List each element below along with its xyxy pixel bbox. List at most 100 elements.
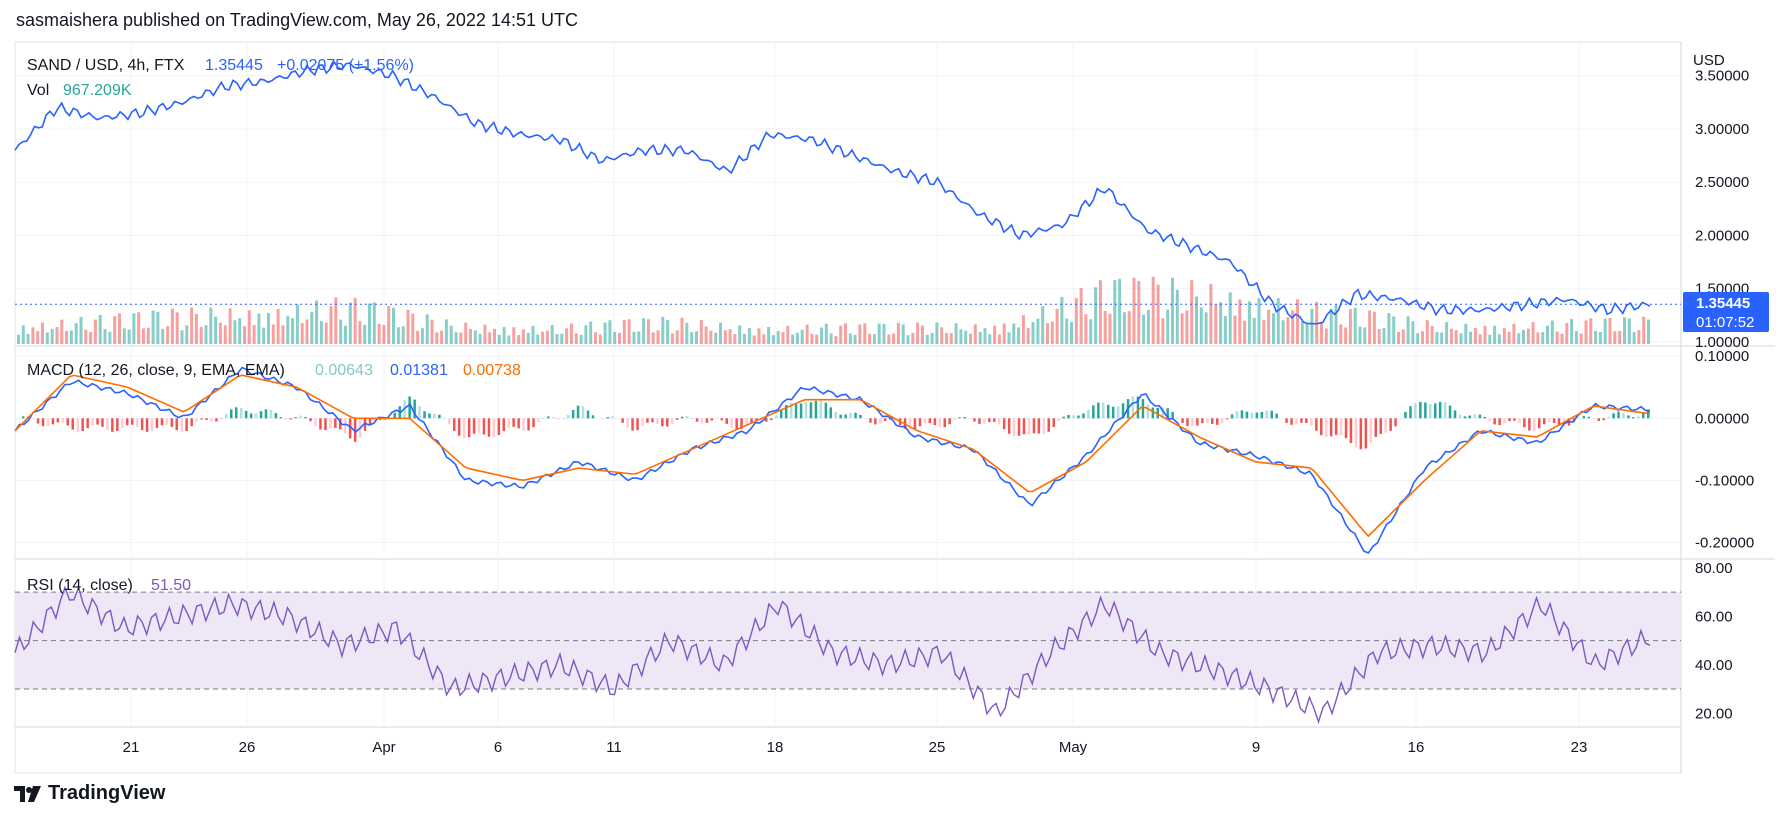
macd-hist-bar bbox=[1503, 418, 1506, 424]
macd-hist-bar bbox=[239, 407, 243, 419]
volume-bar bbox=[1469, 331, 1473, 344]
volume-bar bbox=[1161, 318, 1165, 344]
macd-hist-bar bbox=[1632, 417, 1635, 419]
volume-bar bbox=[1594, 330, 1598, 344]
macd-hist-bar bbox=[1612, 413, 1615, 419]
macd-hist-bar bbox=[1320, 418, 1323, 436]
volume-bar bbox=[969, 333, 972, 344]
volume-bar bbox=[363, 324, 367, 344]
macd-label: MACD (12, 26, close, 9, EMA, EMA) bbox=[27, 362, 285, 379]
macd-hist-bar bbox=[393, 412, 396, 419]
volume-bar bbox=[723, 330, 727, 344]
volume-bar bbox=[1310, 308, 1314, 344]
macd-hist-bar bbox=[1607, 416, 1610, 419]
tradingview-logo[interactable]: TradingView bbox=[14, 782, 165, 805]
volume-bar bbox=[161, 328, 165, 344]
macd-hist-bar bbox=[621, 418, 624, 423]
volume-bar bbox=[1536, 332, 1540, 344]
volume-bar bbox=[175, 312, 179, 344]
volume-bar bbox=[1507, 331, 1511, 344]
volume-bar bbox=[651, 332, 655, 344]
macd-hist-bar bbox=[1275, 413, 1278, 419]
macd-hist-bar bbox=[1022, 418, 1026, 435]
macd-hist-bar bbox=[507, 418, 510, 428]
macd-hist-bar bbox=[522, 418, 525, 431]
volume-bar bbox=[997, 334, 1001, 344]
volume-bar bbox=[1377, 329, 1381, 344]
volume-bar bbox=[190, 307, 194, 344]
volume-bar bbox=[233, 320, 237, 344]
volume-bar bbox=[1368, 310, 1372, 344]
volume-bar bbox=[1488, 334, 1492, 344]
volume-bar bbox=[1416, 333, 1420, 344]
macd-hist-bar bbox=[547, 416, 550, 419]
volume-bar bbox=[493, 328, 496, 344]
volume-bar bbox=[1175, 289, 1179, 344]
symbol-label: SAND / USD, 4h, FTX bbox=[27, 57, 185, 74]
volume-bar bbox=[666, 319, 670, 344]
volume-bar bbox=[1324, 328, 1328, 344]
volume-bar bbox=[945, 332, 948, 344]
signal-line bbox=[14, 374, 1651, 538]
volume-bar bbox=[488, 332, 492, 344]
volume-bar bbox=[425, 314, 429, 344]
volume-bar bbox=[848, 333, 852, 344]
volume-bar bbox=[584, 325, 588, 344]
volume-bar bbox=[1137, 280, 1141, 344]
volume-bar bbox=[1459, 333, 1463, 344]
macd-hist-bar bbox=[626, 418, 629, 428]
volume-bar bbox=[271, 324, 275, 344]
macd-hist-bar bbox=[477, 418, 481, 433]
volume-bar bbox=[1526, 328, 1530, 344]
macd-hist-bar bbox=[86, 418, 89, 429]
volume-bar bbox=[1171, 277, 1174, 344]
macd-hist-bar bbox=[1543, 418, 1546, 425]
volume-bar bbox=[319, 321, 323, 344]
macd-hist-bar bbox=[1538, 418, 1541, 429]
macd-hist-bar bbox=[730, 418, 733, 428]
volume-bar bbox=[839, 325, 843, 344]
volume-bar bbox=[137, 312, 141, 344]
macd-hist-bar bbox=[651, 418, 654, 423]
macd-hist-bar bbox=[453, 418, 456, 431]
macd-hist-bar bbox=[1146, 404, 1150, 419]
macd-hist-bar bbox=[274, 413, 278, 419]
volume-bar bbox=[858, 324, 862, 344]
volume-bar bbox=[1382, 328, 1386, 344]
macd-hist-bar bbox=[1295, 418, 1298, 425]
volume-bar bbox=[103, 328, 107, 344]
macd-hist-bar bbox=[661, 418, 664, 427]
price-tick-label: 1.00000 bbox=[1695, 334, 1749, 351]
macd-hist-bar bbox=[1349, 418, 1353, 444]
volume-bar bbox=[238, 318, 242, 344]
macd-hist-bar bbox=[1627, 415, 1630, 419]
macd-hist-bar bbox=[849, 413, 852, 419]
macd-hist-bar bbox=[1419, 402, 1422, 419]
volume-bar bbox=[872, 334, 876, 344]
volume-bar bbox=[1493, 325, 1497, 344]
macd-hist-bar bbox=[1087, 409, 1090, 419]
macd-hist-bar bbox=[884, 418, 887, 421]
volume-bar bbox=[21, 325, 25, 344]
volume-bar bbox=[1031, 322, 1035, 344]
macd-hist-bar bbox=[844, 414, 847, 419]
macd-hist-bar bbox=[918, 418, 922, 427]
volume-bar bbox=[699, 320, 703, 344]
price-tick-label: 3.00000 bbox=[1695, 121, 1749, 138]
volume-bar bbox=[497, 334, 501, 344]
macd-hist-bar bbox=[958, 417, 961, 419]
macd-hist-bar bbox=[1290, 418, 1293, 425]
macd-hist-bar bbox=[428, 413, 431, 419]
price-change-value: +0.02075 (+1.56%) bbox=[277, 57, 414, 74]
macd-hist-bar bbox=[150, 418, 154, 431]
macd-hist-bar bbox=[190, 418, 193, 427]
time-tick-label: 6 bbox=[494, 739, 502, 756]
rsi-legend[interactable]: RSI (14, close) 51.50 bbox=[27, 577, 191, 594]
volume-bar bbox=[1021, 315, 1025, 344]
volume-bar bbox=[632, 331, 636, 344]
volume-bar bbox=[1445, 322, 1449, 344]
price-legend[interactable]: SAND / USD, 4h, FTX 1.35445 +0.02075 (+1… bbox=[27, 57, 414, 99]
macd-hist-bar bbox=[106, 418, 109, 430]
macd-legend[interactable]: MACD (12, 26, close, 9, EMA, EMA) 0.0064… bbox=[27, 362, 521, 379]
